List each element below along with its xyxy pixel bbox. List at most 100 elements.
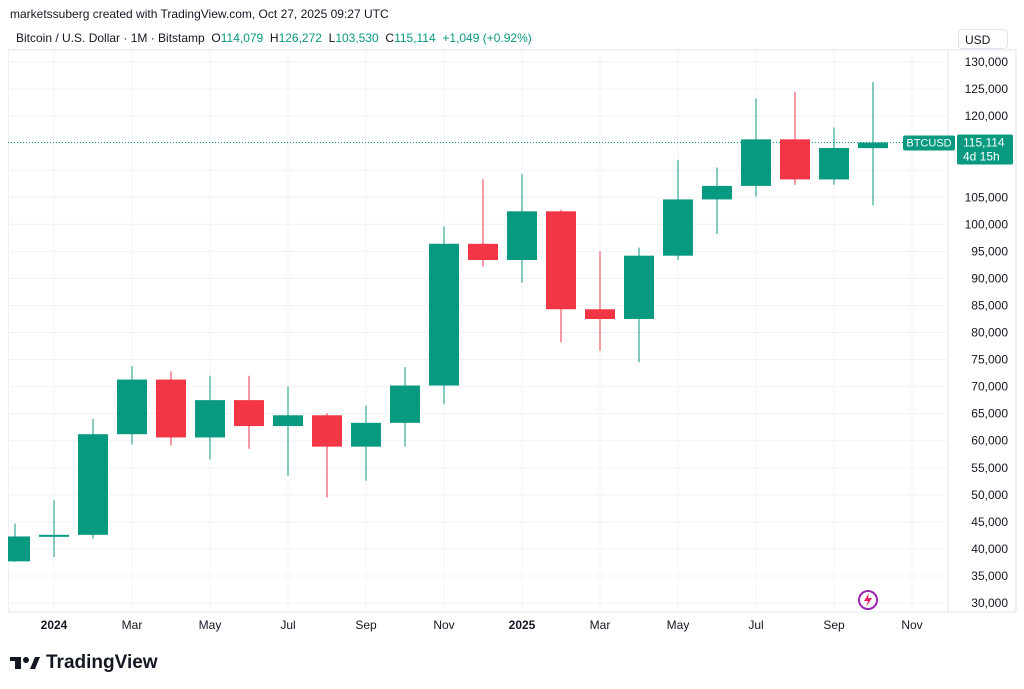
price-tick-label: 45,000 xyxy=(971,515,1008,529)
candle-body xyxy=(468,243,498,261)
candle xyxy=(546,209,576,343)
candle-body xyxy=(234,400,264,427)
candle xyxy=(468,179,498,267)
chart-credit: marketssuberg created with TradingView.c… xyxy=(10,7,389,21)
low-value: 103,530 xyxy=(335,31,379,45)
price-tag-countdown: 4d 15h xyxy=(963,150,1000,164)
open-value: 114,079 xyxy=(220,31,264,45)
close-label: C xyxy=(385,31,395,45)
candle-body xyxy=(546,211,576,310)
left-mask xyxy=(0,50,8,612)
candle-body xyxy=(624,255,654,319)
price-tick-label: 80,000 xyxy=(971,326,1008,340)
candles xyxy=(0,82,888,562)
candle xyxy=(429,226,459,404)
price-tick-label: 40,000 xyxy=(971,542,1008,556)
high-value: 126,272 xyxy=(278,31,322,45)
price-tick-label: 105,000 xyxy=(965,190,1009,204)
price-tag-symbol: BTCUSD xyxy=(906,138,951,150)
price-axis: 30,000 35,000 40,000 45,000 50,000 55,000 60,0… xyxy=(965,55,1009,610)
price-tick-label: 30,000 xyxy=(971,596,1008,610)
candle xyxy=(702,167,732,235)
candle-body xyxy=(390,385,420,423)
price-tick-label: 50,000 xyxy=(971,488,1008,502)
time-axis: 2024 Mar May Jul Sep Nov 2025 Mar May Jul Sep Nov xyxy=(41,618,923,632)
lightning-icon[interactable] xyxy=(858,590,878,610)
price-tick-label: 70,000 xyxy=(971,380,1008,394)
candle-body xyxy=(780,139,810,180)
candle-body xyxy=(663,199,693,256)
price-tick-label: 55,000 xyxy=(971,461,1008,475)
candle xyxy=(351,405,381,481)
candle xyxy=(819,127,849,185)
high-label: H xyxy=(269,31,279,45)
candle-body xyxy=(273,415,303,427)
time-tick-label: 2024 xyxy=(41,618,68,632)
tradingview-logo-icon xyxy=(10,657,40,669)
candle xyxy=(663,159,693,261)
time-tick-label: 2025 xyxy=(509,618,536,632)
time-tick-label: May xyxy=(667,618,690,632)
price-tick-label: 60,000 xyxy=(971,434,1008,448)
candle-body xyxy=(156,379,186,438)
close-value: 115,114 xyxy=(394,31,436,45)
tradingview-logo[interactable]: TradingView xyxy=(10,652,158,674)
open-label: O xyxy=(211,31,221,45)
candle xyxy=(273,386,303,476)
price-tick-label: 35,000 xyxy=(971,569,1008,583)
time-tick-label: Sep xyxy=(823,618,845,632)
currency-button[interactable]: USD xyxy=(958,29,1008,49)
time-tick-label: May xyxy=(199,618,222,632)
candle xyxy=(624,247,654,363)
time-tick-label: Nov xyxy=(433,618,454,632)
candle-body xyxy=(819,148,849,180)
candle xyxy=(156,371,186,446)
symbol-title[interactable]: Bitcoin / U.S. Dollar · 1M · Bitstamp xyxy=(16,31,205,45)
symbol-legend: Bitcoin / U.S. Dollar · 1M · Bitstamp O1… xyxy=(16,31,532,45)
change-value: +1,049 (+0.92%) xyxy=(442,31,532,45)
candle-body xyxy=(195,400,225,438)
candle-body xyxy=(507,211,537,261)
candle xyxy=(507,173,537,283)
low-label: L xyxy=(328,31,336,45)
candle xyxy=(858,82,888,206)
price-tick-label: 90,000 xyxy=(971,271,1008,285)
candle xyxy=(234,375,264,449)
candle xyxy=(195,375,225,460)
price-tick-label: 100,000 xyxy=(965,217,1009,231)
candle xyxy=(390,367,420,447)
candle-body xyxy=(585,309,615,319)
time-tick-label: Sep xyxy=(355,618,377,632)
grid xyxy=(7,49,1017,613)
candle xyxy=(312,413,342,498)
price-tag-price: 115,114 xyxy=(963,136,1005,150)
candle-body xyxy=(702,185,732,200)
price-tick-label: 95,000 xyxy=(971,244,1008,258)
time-tick-label: Mar xyxy=(122,618,143,632)
time-tick-label: Mar xyxy=(590,618,611,632)
time-tick-label: Nov xyxy=(901,618,922,632)
last-price-tag: BTCUSD 115,114 4d 15h xyxy=(903,134,1013,165)
candle-body xyxy=(312,415,342,447)
candle-body xyxy=(858,142,888,149)
candle-body xyxy=(78,434,108,535)
candle xyxy=(780,91,810,185)
candle xyxy=(117,366,147,445)
price-tick-label: 125,000 xyxy=(965,82,1009,96)
price-tag-symbol-bg xyxy=(903,135,955,151)
candle-body xyxy=(741,139,771,186)
price-tag-bg xyxy=(957,134,1013,165)
candle-body xyxy=(39,534,69,537)
brand-name: TradingView xyxy=(46,652,158,673)
price-tick-label: 120,000 xyxy=(965,109,1009,123)
time-tick-label: Jul xyxy=(748,618,763,632)
candle xyxy=(78,419,108,539)
time-tick-label: Jul xyxy=(280,618,295,632)
price-tick-label: 75,000 xyxy=(971,353,1008,367)
price-tick-label: 130,000 xyxy=(965,55,1009,69)
candle xyxy=(39,500,69,558)
price-tick-label: 65,000 xyxy=(971,407,1008,421)
candle xyxy=(585,251,615,351)
candle-body xyxy=(429,243,459,386)
